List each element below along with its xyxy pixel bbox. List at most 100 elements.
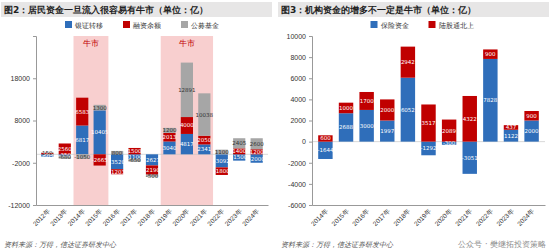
data-label: 600: [320, 135, 331, 141]
y-tick-mark: [309, 57, 312, 58]
x-tick-label: 2024年: [516, 207, 536, 227]
legend-swatch: [123, 21, 130, 28]
data-label: -2627: [144, 157, 160, 163]
x-tick-label: 2014年: [309, 207, 329, 227]
data-label: -1050: [74, 154, 90, 160]
y-tick-label: -2000: [288, 159, 306, 166]
bar-segment: [380, 121, 394, 142]
y-tick-label: -4000: [288, 181, 306, 188]
data-label: -650: [128, 157, 141, 163]
data-label: 1100: [215, 149, 229, 155]
x-tick-label: 2014年: [66, 207, 86, 227]
data-label: -3092: [214, 158, 230, 164]
data-label: -1500: [231, 154, 247, 160]
data-label: 2341: [197, 146, 211, 152]
data-label: 2405: [232, 140, 246, 146]
y-tick-label: -2000: [12, 159, 30, 166]
x-tick: 2017年: [371, 205, 391, 227]
source-note: 资料来源：万得，信达证券研发中心: [281, 241, 394, 249]
annotation-region: [161, 36, 213, 205]
x-tick: 2020年: [433, 205, 453, 227]
bar-segment: [483, 49, 497, 59]
x-tick-label: 2023年: [223, 207, 243, 227]
x-axis: 2014年2015年2016年2017年2018年2019年2020年2021年…: [309, 205, 545, 227]
bar-segment: [463, 96, 477, 142]
bar-segment: [421, 142, 435, 156]
title-background: [278, 2, 549, 17]
y-tick: 10000: [287, 33, 312, 40]
y-tick-label: 6000: [290, 75, 306, 82]
x-tick: 2013年: [49, 205, 69, 227]
data-label: -500: [146, 173, 159, 179]
x-tick-label: 2018年: [392, 207, 412, 227]
y-tick-mark: [309, 163, 312, 164]
x-tick-label: 2024年: [241, 207, 261, 227]
x-tick-label: 2020年: [433, 207, 453, 227]
legend: 保险资金陆股通北上: [371, 21, 474, 30]
x-tick: 2014年: [66, 205, 86, 227]
x-tick: 2017年: [119, 205, 139, 227]
legend-swatch: [429, 21, 436, 28]
data-label: 2560: [58, 146, 72, 152]
x-tick-label: 2017年: [119, 207, 139, 227]
x-tick: 2019年: [154, 205, 174, 227]
data-label: 1300: [93, 105, 107, 111]
data-label: 10405: [91, 129, 109, 135]
data-label: 2000: [525, 128, 539, 134]
legend-swatch: [371, 21, 378, 28]
x-tick: 2020年: [171, 205, 191, 227]
y-tick-mark: [309, 36, 312, 37]
data-label: 1122: [504, 133, 518, 139]
x-tick: 2021年: [188, 205, 208, 227]
x-tick-label: 2020年: [171, 207, 191, 227]
data-label: 2013: [162, 134, 176, 140]
data-label: -300: [443, 140, 456, 146]
legend-label: 保险资金: [381, 22, 409, 30]
data-label: 4322: [463, 116, 477, 122]
x-tick: 2016年: [351, 205, 371, 227]
data-label: 1000: [339, 105, 353, 111]
legend: 银证转移融资余额公募基金: [65, 21, 219, 30]
x-tick-label: 2017年: [371, 207, 391, 227]
x-tick-label: 2019年: [154, 207, 174, 227]
data-label: 900: [526, 113, 537, 119]
data-labels: -16442688300019976052-1292-300-305178281…: [317, 51, 539, 161]
y-tick-mark: [309, 121, 312, 122]
x-tick: 2015年: [84, 205, 104, 227]
data-label: 7828: [483, 97, 497, 103]
legend-label: 融资余额: [133, 22, 161, 30]
data-label: 4817: [180, 141, 194, 147]
x-tick: 2012年: [31, 205, 51, 227]
chart-title: 图3：机构资金的增多不一定是牛市（单位：亿）: [281, 5, 476, 15]
data-label: 1200: [162, 127, 176, 133]
bar-segment: [421, 104, 435, 141]
x-tick-label: 2015年: [330, 207, 350, 227]
y-tick-label: 8000: [290, 54, 306, 61]
y-tick: -6000: [288, 202, 312, 209]
data-label: 1997: [380, 128, 394, 134]
data-label: 2089: [442, 128, 456, 134]
data-label: 800: [112, 150, 123, 156]
data-label: -2665: [92, 157, 108, 163]
y-tick-label: 2000: [290, 117, 306, 124]
source-note: 资料来源：万得，信达证券研发中心: [4, 241, 117, 249]
data-label: 4000: [180, 122, 194, 128]
x-tick: 2014年: [309, 205, 329, 227]
y-tick-mark: [33, 163, 36, 164]
x-tick-label: 2018年: [136, 207, 156, 227]
data-label: 2942: [401, 59, 415, 65]
data-label: -3051: [462, 155, 478, 161]
y-tick: 4000: [290, 96, 312, 103]
data-label: 6583: [75, 109, 89, 115]
y-tick: 0: [302, 138, 312, 145]
bar-segment: [339, 103, 353, 114]
annotation-region: [74, 36, 109, 205]
x-tick-label: 2022年: [474, 207, 494, 227]
chart-panel: 图2：居民资金一旦流入很容易有牛市（单位：亿）-603-350681710405…: [1, 2, 272, 249]
data-label: 1700: [360, 98, 374, 104]
data-label: -1800: [214, 168, 230, 174]
x-axis-line: [37, 205, 269, 206]
bar-segment: [483, 59, 497, 142]
chart-title: 图2：居民资金一旦流入很容易有牛市（单位：亿）: [4, 5, 208, 15]
bar-segment: [401, 78, 415, 142]
